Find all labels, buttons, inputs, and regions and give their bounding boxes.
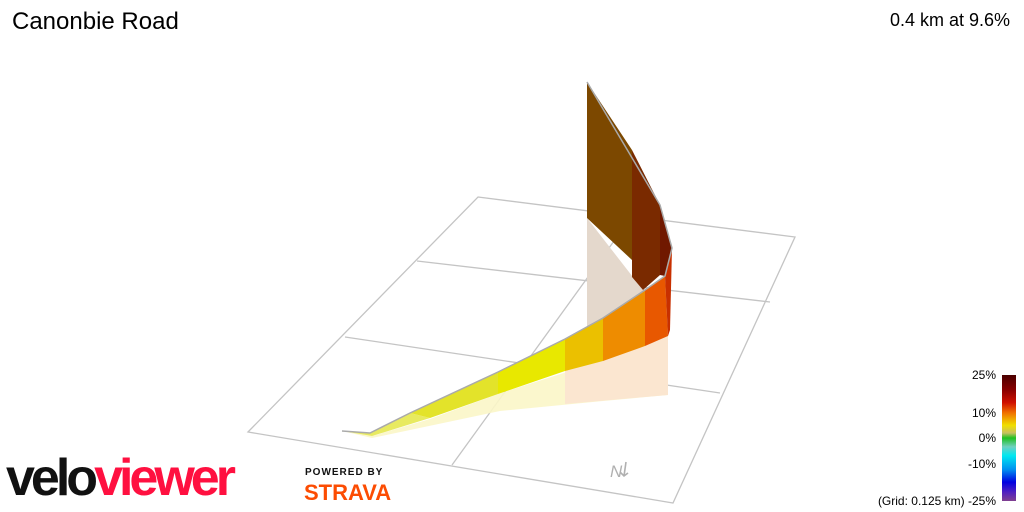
north-label: N [610,462,623,481]
legend-tick: -10% [967,457,996,471]
legend-tick: -25% [967,494,996,508]
ribbon-segment [342,413,430,436]
ribbon-edge [341,81,673,434]
ribbon-segment [498,339,565,394]
elevation-ribbon [341,81,673,436]
ribbon-segment [632,150,660,290]
powered-by-label: POWERED BY [305,467,384,478]
segment-summary: 0.4 km at 9.6% [889,10,1010,30]
segment-title: Canonbie Road [12,8,179,35]
grid-outline [246,196,796,504]
strava-logo: STRAVA [304,480,392,505]
north-arrow-icon: N [610,461,629,481]
legend-tick-with-grid-note: (Grid: 0.125 km) -25% [878,494,996,508]
ribbon-segment [645,276,668,346]
ground-grid [246,196,796,504]
grid-note: (Grid: 0.125 km) [877,494,965,508]
ribbon-segment [565,318,603,371]
ribbon-segment [587,82,632,260]
ribbon-segment [410,372,498,418]
legend-tick: 0% [978,431,996,445]
legend-tick: 25% [971,368,996,382]
legend-tick: 10% [971,406,996,420]
ribbon-segment [603,290,645,361]
veloviewer-logo: veloviewer [6,449,236,507]
gradient-color-scale [1002,375,1016,501]
